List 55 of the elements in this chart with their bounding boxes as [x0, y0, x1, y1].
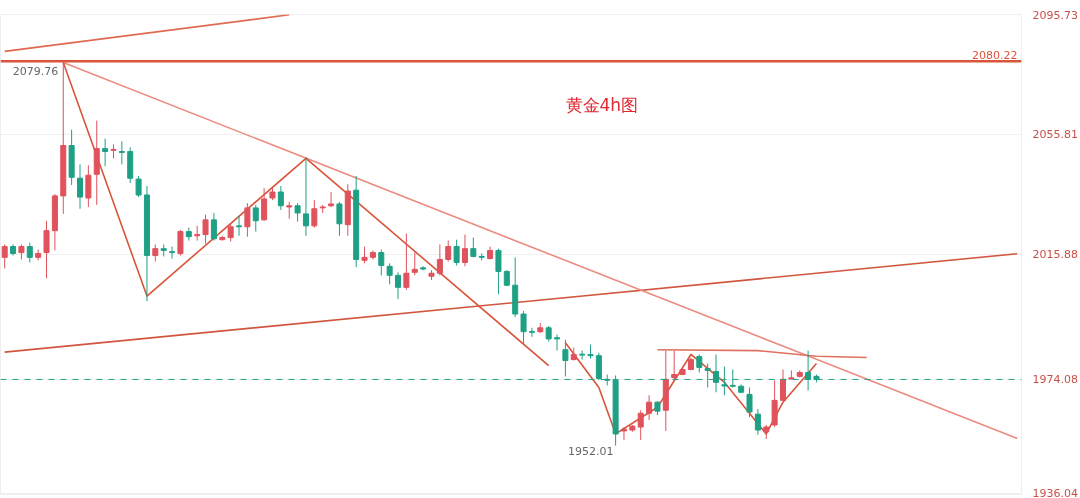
y-tick-label: 2015.88 [1032, 248, 1078, 262]
candlestick [118, 140, 125, 165]
candlestick [261, 187, 268, 222]
candlestick [620, 426, 627, 441]
candlestick [562, 339, 569, 377]
candlestick [378, 249, 385, 276]
candlestick [746, 386, 753, 418]
candlestick [520, 310, 527, 346]
candlestick [244, 202, 251, 238]
candlestick [135, 175, 142, 198]
candlestick [554, 334, 561, 352]
candlestick [336, 201, 343, 237]
candlestick [328, 191, 335, 208]
annotation: 2079.76 [12, 64, 59, 78]
candlestick [436, 243, 443, 276]
candlestick [461, 234, 468, 267]
line-series [564, 341, 818, 435]
candlestick [210, 212, 217, 242]
ref-line-label: 2080.22 [972, 49, 1018, 63]
candlestick [453, 239, 460, 266]
candlestick [311, 199, 318, 229]
candlestick [302, 156, 309, 237]
candlestick [252, 204, 259, 233]
candlestick [26, 242, 33, 263]
line-series [656, 348, 868, 359]
text: 黄金4h图 [565, 94, 639, 115]
candlestick [43, 220, 50, 279]
candlestick [1, 243, 8, 269]
y-tick-label: 2095.73 [1032, 8, 1078, 22]
candlestick [637, 409, 644, 441]
candlestick [169, 246, 176, 260]
candlestick [294, 202, 301, 223]
y-tick-label: 1974.08 [1032, 373, 1078, 387]
candlestick [646, 394, 653, 421]
candlestick [671, 350, 678, 381]
candlestick [102, 138, 109, 167]
candlestick [386, 262, 393, 285]
candlestick [579, 350, 586, 361]
y-tick-label: 2055.81 [1032, 128, 1078, 142]
candlestick [85, 164, 92, 208]
candlestick [202, 214, 209, 245]
candlestick [528, 327, 535, 338]
candlestick [403, 233, 410, 291]
candlestick [779, 368, 786, 401]
candlestick [754, 408, 761, 436]
candlestick [277, 185, 284, 211]
candlestick [411, 252, 418, 276]
y-tick-label: 1936.04 [1032, 487, 1078, 498]
candlestick [495, 248, 502, 295]
candlestick [445, 240, 452, 263]
annotation: 1952.01 [568, 444, 614, 458]
candlestick [236, 215, 243, 237]
candlestick [177, 229, 184, 257]
candlestick [395, 271, 402, 300]
candlestick [76, 163, 84, 210]
